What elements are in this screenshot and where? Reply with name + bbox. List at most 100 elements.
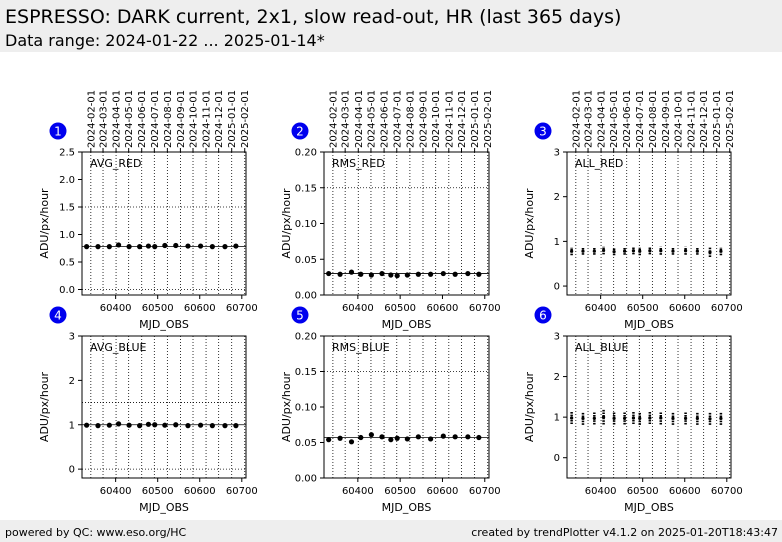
- chart1-data-point: [162, 242, 168, 249]
- chart1-data-point: [126, 244, 132, 250]
- chart1-xtick-label: 60600: [184, 303, 216, 314]
- chart2-date-label: 2024-03-01: [341, 90, 352, 148]
- chart3-data-point: [638, 249, 642, 253]
- chart2-date-label: 2024-08-01: [405, 90, 416, 148]
- chart1-data-point: [197, 243, 204, 249]
- chart6-badge-number: 6: [539, 309, 547, 323]
- chart2-data-point: [348, 269, 355, 275]
- chart1-xtick-label: 60500: [142, 303, 174, 314]
- chart5-data-point: [337, 435, 343, 441]
- chart3-data-point: [592, 249, 596, 253]
- chart3-data-point: [648, 249, 652, 253]
- chart5-badge: [291, 306, 309, 324]
- chart5-data-point: [394, 435, 400, 441]
- chart6-data-point: [592, 416, 596, 420]
- chart3-date-label: 2024-09-01: [661, 90, 672, 148]
- chart2-ytick-label: 0.10: [295, 219, 317, 230]
- chart1-xtick-label: 60400: [100, 303, 132, 314]
- chart5-data-point: [452, 434, 458, 440]
- chart3-axes-frame: [566, 151, 732, 296]
- chart4-data-point: [222, 423, 228, 429]
- chart6-ytick-label: 2: [554, 372, 560, 383]
- chart4-data-point: [84, 422, 90, 428]
- chart3-badge: [534, 122, 552, 140]
- chart3-date-label: 2024-03-01: [584, 90, 595, 148]
- chart5-badge-number: 5: [296, 309, 304, 323]
- chart1-date-label: 2024-07-01: [150, 90, 161, 148]
- chart3-date-label: 2024-04-01: [597, 90, 608, 148]
- chart1-data-point: [152, 244, 158, 250]
- chart5-ytick-label: 0.15: [295, 367, 317, 378]
- chart1-date-label: 2025-01-01: [227, 90, 238, 148]
- chart3-xtick-label: 60700: [711, 303, 743, 314]
- chart6-data-point: [708, 417, 712, 421]
- chart2-date-label: 2024-10-01: [431, 90, 442, 148]
- chart2-data-point: [337, 271, 343, 277]
- chart1-date-label: 2025-02-01: [240, 90, 251, 148]
- page-subtitle: Data range: 2024-01-22 ... 2025-01-14*: [5, 31, 325, 50]
- chart5-axes-frame: [323, 335, 490, 479]
- chart2-xtick-label: 60700: [469, 303, 501, 314]
- chart3-xtick-label: 60500: [627, 303, 659, 314]
- chart1-data-point: [137, 244, 143, 250]
- chart1-ytick-label: 2.5: [59, 148, 75, 159]
- chart3-ytick-label: 1: [554, 237, 560, 248]
- chart2-ytick-label: 0.05: [295, 255, 317, 266]
- chart5-ytick-label: 0.05: [295, 438, 317, 449]
- chart2-ylabel: ADU/px/hour: [280, 188, 293, 259]
- chart2-data-point: [428, 271, 434, 277]
- chart2-badge-number: 2: [296, 125, 304, 139]
- footer-credit: powered by QC: www.eso.org/HC: [5, 526, 187, 539]
- chart5-ytick-label: 0.20: [295, 332, 317, 343]
- chart4-data-point: [145, 421, 152, 427]
- chart4-data-point: [126, 422, 132, 428]
- chart3-date-label: 2025-01-01: [712, 90, 723, 148]
- chart6-xtick-label: 60500: [627, 486, 659, 497]
- chart4-ytick-label: 3: [69, 332, 75, 343]
- chart2-date-label: 2025-02-01: [483, 90, 494, 148]
- chart2-ytick-label: 0.15: [295, 183, 317, 194]
- chart1-date-label: 2024-02-01: [86, 90, 97, 148]
- chart4-xtick-label: 60700: [226, 486, 258, 497]
- chart6-xtick-label: 60400: [585, 486, 617, 497]
- chart1-ytick-label: 1.5: [59, 203, 75, 214]
- chart5-ylabel: ADU/px/hour: [280, 371, 293, 442]
- chart2-xtick-label: 60600: [427, 303, 459, 314]
- chart2-data-point: [452, 271, 458, 277]
- chart5-ytick-label: 0.10: [295, 403, 317, 414]
- chart5-series-label: RMS_BLUE: [332, 341, 390, 354]
- chart2-date-label: 2024-04-01: [354, 90, 365, 148]
- chart6-data-point: [638, 416, 642, 420]
- chart3-date-label: 2024-05-01: [609, 90, 620, 148]
- chart4-data-point: [106, 422, 112, 428]
- chart4-data-point: [162, 422, 168, 428]
- chart4-xtick-label: 60500: [142, 486, 174, 497]
- chart6-data-point: [570, 416, 574, 420]
- chart5-data-point: [388, 437, 394, 443]
- chart3-data-point: [612, 250, 616, 254]
- chart4-data-point: [152, 422, 158, 428]
- chart2-date-label: 2024-07-01: [392, 90, 403, 148]
- chart1-data-point: [185, 243, 191, 249]
- chart3-badge-number: 3: [539, 125, 547, 139]
- chart4-data-point: [115, 421, 122, 427]
- chart5-ytick-label: 0.00: [295, 474, 317, 485]
- chart5-xtick-label: 60500: [384, 486, 416, 497]
- page-title: ESPRESSO: DARK current, 2x1, slow read-o…: [5, 6, 622, 28]
- chart2-badge: [291, 122, 309, 140]
- chart6-ytick-label: 0: [554, 453, 560, 464]
- chart3-date-label: 2024-06-01: [622, 90, 633, 148]
- chart1-date-label: 2024-06-01: [137, 90, 148, 148]
- chart2-data-point: [404, 272, 410, 278]
- chart2-data-point: [368, 272, 374, 278]
- chart6-data-point: [623, 416, 627, 420]
- chart4-xtick-label: 60400: [100, 486, 132, 497]
- chart2-data-point: [394, 273, 400, 279]
- chart2-xtick-label: 60500: [384, 303, 416, 314]
- chart3-date-label: 2024-12-01: [699, 90, 710, 148]
- chart5-data-point: [476, 434, 482, 441]
- chart3-data-point: [601, 248, 606, 252]
- chart6-data-point: [612, 416, 616, 420]
- chart6-data-point: [695, 416, 699, 420]
- chart6-xtick-label: 60600: [669, 486, 701, 497]
